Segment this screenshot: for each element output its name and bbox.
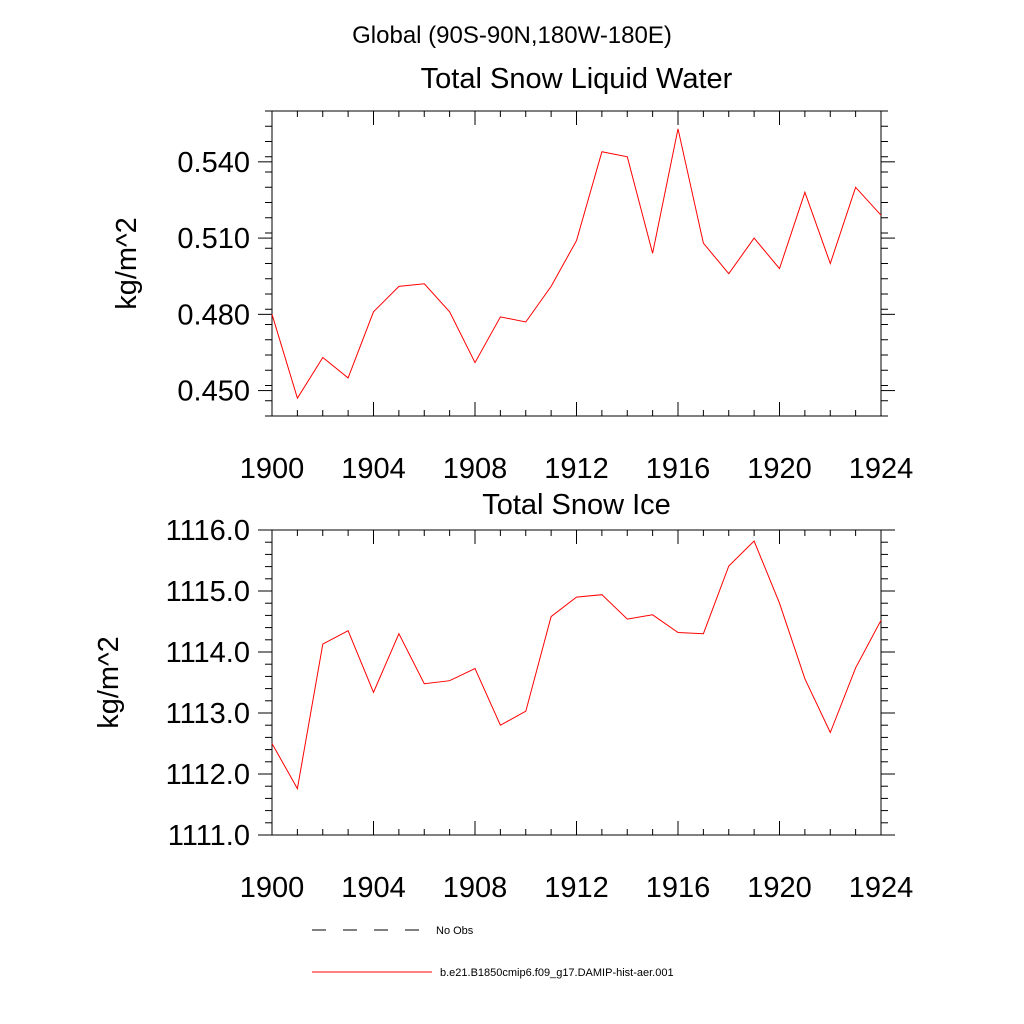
y-axis-label: kg/m^2: [93, 636, 125, 729]
y-tick-label: 1113.0: [166, 698, 250, 730]
x-tick-label: 1904: [341, 453, 406, 485]
legend-label-model: b.e21.B1850cmip6.f09_g17.DAMIP-hist-aer.…: [440, 967, 674, 979]
plot-frame: [271, 529, 882, 836]
y-tick-label: 0.480: [177, 299, 250, 331]
series-line: [271, 540, 882, 791]
plot-frame: [271, 110, 882, 417]
x-tick-label: 1924: [849, 872, 914, 904]
x-tick-label: 1908: [443, 872, 508, 904]
panel-snow-liquid-water: Total Snow Liquid Water 1900 1904 1908 1912 1…: [111, 63, 913, 485]
chart-title: Total Snow Liquid Water: [421, 63, 733, 95]
x-tick-label: 1908: [443, 453, 508, 485]
y-tick-label: 1114.0: [166, 637, 250, 669]
series-line: [271, 128, 882, 400]
legend-label-no-obs: No Obs: [436, 925, 474, 937]
y-tick-label: 0.450: [177, 376, 250, 408]
x-tick-label: 1912: [544, 453, 609, 485]
x-tick-label: 1916: [646, 453, 711, 485]
chart-title: Total Snow Ice: [482, 489, 671, 521]
x-tick-label: 1900: [240, 872, 305, 904]
region-title: Global (90S-90N,180W-180E): [352, 22, 672, 49]
legend: No Obs b.e21.B1850cmip6.f09_g17.DAMIP-hi…: [312, 925, 674, 979]
y-tick-label: 1116.0: [166, 515, 250, 547]
x-tick-label: 1900: [240, 453, 305, 485]
x-tick-label: 1904: [341, 872, 406, 904]
y-tick-label: 1111.0: [168, 820, 250, 852]
x-tick-label: 1920: [747, 872, 812, 904]
y-tick-label: 0.510: [177, 223, 250, 255]
y-tick-label: 1112.0: [166, 759, 250, 791]
y-axis-label: kg/m^2: [111, 217, 143, 310]
x-tick-label: 1924: [849, 453, 914, 485]
x-tick-label: 1912: [544, 872, 609, 904]
y-tick-label: 0.540: [177, 147, 250, 179]
panel-snow-ice: Total Snow Ice 1900 1904 1908 1912 1916 1920 19…: [93, 489, 913, 904]
x-tick-label: 1916: [646, 872, 711, 904]
x-tick-label: 1920: [747, 453, 812, 485]
y-tick-label: 1115.0: [166, 576, 250, 608]
